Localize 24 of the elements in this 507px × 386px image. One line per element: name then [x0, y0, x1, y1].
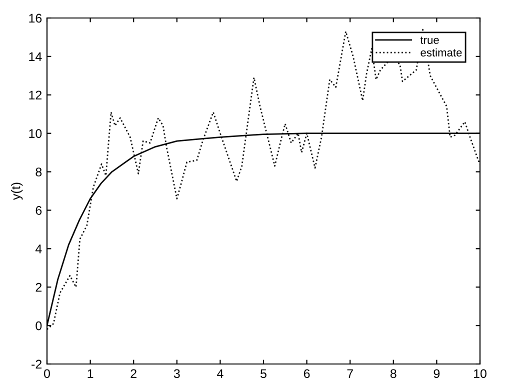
x-tick-label: 10: [474, 369, 486, 378]
y-tick-label: 2: [36, 282, 42, 292]
x-tick-label: 8: [390, 369, 396, 378]
x-tick-label: 1: [88, 369, 94, 378]
y-tick-label: 8: [36, 168, 42, 176]
x-tick-label: 5: [260, 369, 266, 378]
x-tick-label: 7: [347, 369, 353, 378]
legend-label: estimate: [420, 48, 462, 57]
y-tick-label: 10: [29, 129, 42, 138]
x-tick-label: 6: [304, 369, 310, 378]
legend-label: true: [420, 36, 439, 44]
x-tick-label: 9: [434, 369, 440, 378]
x-tick-label: 3: [174, 369, 180, 378]
y-tick-label: 0: [36, 321, 42, 330]
y-tick-label: 4: [35, 244, 42, 254]
y-axis-title: y(t): [11, 182, 23, 200]
y-tick-label: 16: [29, 14, 42, 23]
y-tick-label: 6: [36, 206, 42, 215]
x-tick-label: 2: [130, 369, 136, 378]
x-tick-label: 4: [217, 369, 224, 378]
y-tick-label: 12: [29, 90, 42, 100]
y-tick-label: -2: [32, 360, 42, 369]
y-tick-label: 14: [29, 52, 42, 61]
x-tick-label: 0: [44, 369, 50, 378]
